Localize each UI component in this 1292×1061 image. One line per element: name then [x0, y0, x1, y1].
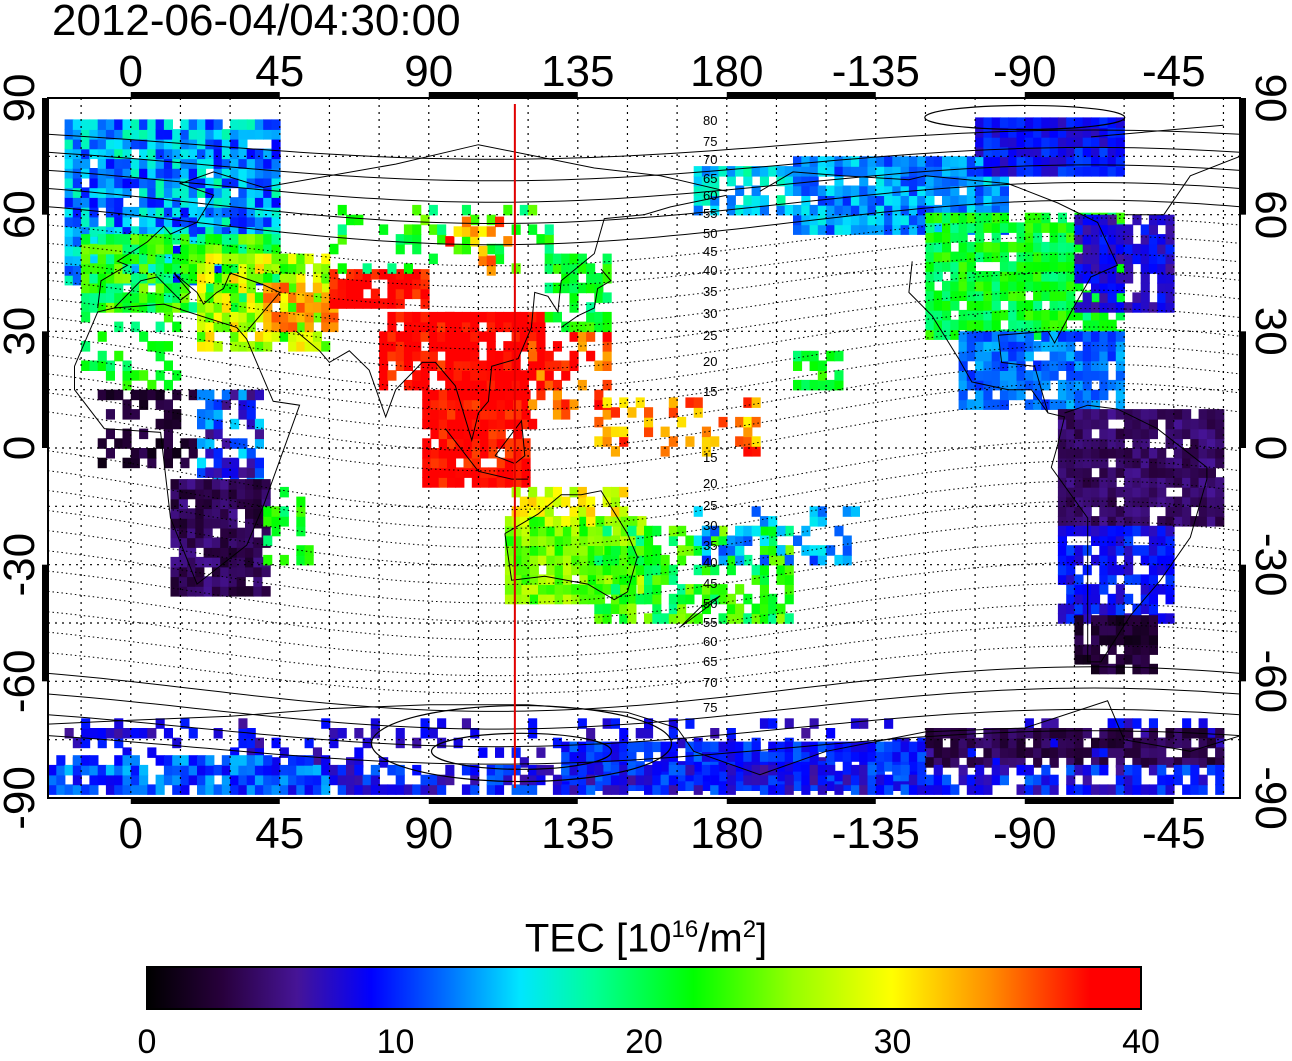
colorbar-tick-label: 40	[1122, 1023, 1160, 1061]
tec-data-layer	[48, 117, 1225, 795]
left-lat-label: 90	[0, 74, 44, 123]
colorbar-tick-label: 30	[873, 1023, 912, 1061]
bottom-lon-label: -90	[993, 809, 1057, 858]
top-lon-label: -135	[832, 47, 920, 96]
right-lat-label: 90	[1246, 74, 1292, 123]
left-lat-label: 60	[0, 190, 44, 239]
mlat-label: 60	[703, 188, 717, 203]
mlat-label: 75	[703, 134, 717, 149]
mlat-label: 45	[703, 244, 717, 259]
mlat-label: 30	[703, 518, 717, 533]
right-lat-label: -30	[1246, 533, 1292, 597]
left-lat-label: 30	[0, 307, 44, 356]
left-lat-label: -60	[0, 650, 44, 714]
colorbar-title: TEC [1016/m2]	[524, 916, 768, 961]
mlat-label: 45	[703, 576, 717, 591]
frame-bars	[42, 92, 1246, 804]
mlat-label: 35	[703, 538, 717, 553]
top-longitude-labels: 0 45 90 135 180 -135 -90 -45	[119, 47, 1206, 96]
mlat-label: 35	[703, 284, 717, 299]
mlat-label: 65	[703, 654, 717, 669]
mlat-label: 20	[703, 354, 717, 369]
mlat-label: 25	[703, 328, 717, 343]
mlat-label: 60	[703, 634, 717, 649]
mlat-label: 20	[703, 476, 717, 491]
right-lat-label: -90	[1246, 766, 1292, 830]
top-lon-label: -45	[1142, 47, 1206, 96]
top-lon-label: 180	[690, 47, 763, 96]
colorbar-tick-label: 0	[137, 1023, 157, 1061]
mlat-label: 80	[703, 113, 717, 128]
right-lat-label: 30	[1246, 307, 1292, 356]
mlat-label: 15	[703, 384, 717, 399]
right-lat-label: -60	[1246, 650, 1292, 714]
top-lon-label: 45	[255, 47, 304, 96]
mlat-label: 15	[703, 450, 717, 465]
colorbar-tick-label: 10	[376, 1023, 415, 1061]
top-lon-label: 135	[541, 47, 614, 96]
magnetic-latitude-labels: 80 75 70 65 60 55 50 45 40 35 30 25 20 15 15 20 25 30 35 40…	[703, 113, 717, 715]
bottom-lon-label: 45	[255, 809, 304, 858]
right-lat-label: 60	[1246, 190, 1292, 239]
bottom-lon-label: -45	[1142, 809, 1206, 858]
mlat-label: 25	[703, 498, 717, 513]
right-lat-label: 0	[1246, 436, 1292, 460]
bottom-longitude-labels: 0 45 90 135 180 -135 -90 -45	[119, 809, 1206, 858]
mlat-label: 50	[703, 226, 717, 241]
mlat-label: 50	[703, 596, 717, 611]
mlat-label: 40	[703, 263, 717, 278]
timestamp-title: 2012-06-04/04:30:00	[52, 0, 461, 45]
mlat-label: 55	[703, 615, 717, 630]
tec-colorbar	[146, 966, 1142, 1010]
bottom-lon-label: 90	[404, 809, 453, 858]
left-latitude-labels: 90 60 30 0 -30 -60 -90	[0, 74, 44, 830]
top-lon-label: -90	[993, 47, 1057, 96]
magnetic-latitude-contours	[48, 104, 1240, 783]
mlat-label: 70	[703, 675, 717, 690]
bottom-lon-label: 180	[690, 809, 763, 858]
bottom-lon-label: -135	[832, 809, 920, 858]
mlat-label: 75	[703, 700, 717, 715]
mlat-label: 55	[703, 206, 717, 221]
top-lon-label: 90	[404, 47, 453, 96]
colorbar-tick-label: 20	[625, 1023, 663, 1061]
left-lat-label: 0	[0, 436, 44, 460]
left-lat-label: -90	[0, 766, 44, 830]
mlat-label: 30	[703, 306, 717, 321]
left-lat-label: -30	[0, 533, 44, 597]
bottom-lon-label: 0	[119, 809, 143, 858]
right-latitude-labels: 90 60 30 0 -30 -60 -90	[1246, 74, 1292, 830]
top-lon-label: 0	[119, 47, 143, 96]
coastlines	[48, 124, 1240, 776]
bottom-lon-label: 135	[541, 809, 614, 858]
mlat-label: 40	[703, 555, 717, 570]
mlat-label: 70	[703, 152, 717, 167]
mlat-label: 65	[703, 171, 717, 186]
tec-map: 80 75 70 65 60 55 50 45 40 35 30 25 20 15 15 20 25 30 35 40…	[0, 47, 1292, 858]
